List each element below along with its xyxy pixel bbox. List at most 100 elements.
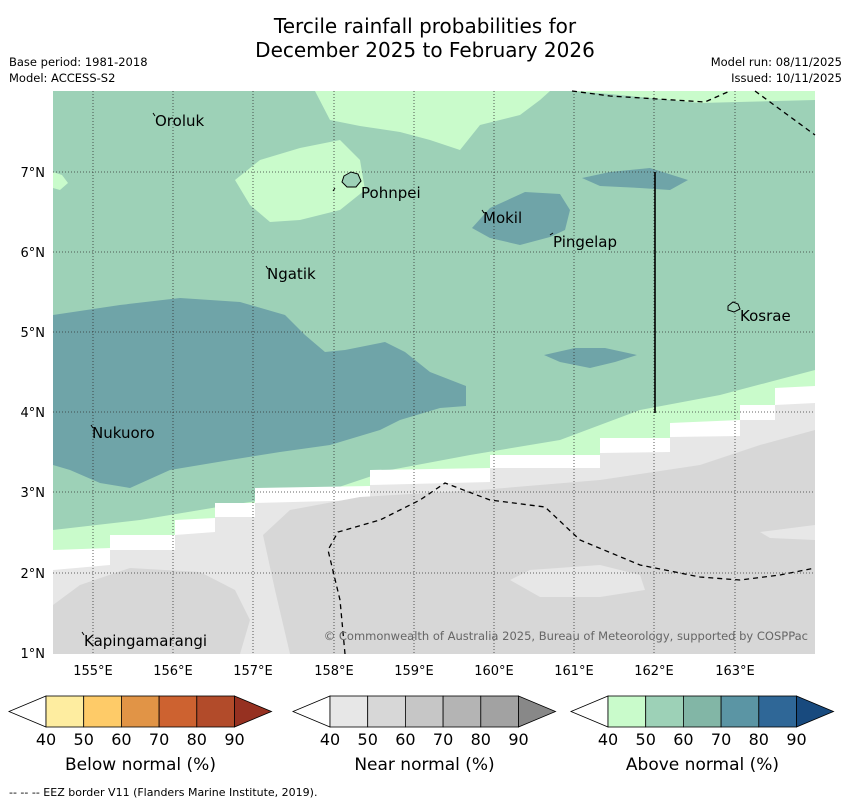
above-colorbar-tick: 70 (711, 730, 731, 749)
near-colorbar-extend-low (291, 695, 331, 728)
lon-label-159e: 159°E (394, 664, 434, 679)
region-above-60-northeast (582, 168, 688, 190)
lat-axis-labels: 7°N 6°N 5°N 4°N 3°N 2°N 1°N (21, 166, 46, 662)
lon-label-158e: 158°E (314, 664, 354, 679)
lon-label-163e: 163°E (715, 664, 755, 679)
pingelap-marker (549, 232, 554, 236)
issued-date: Issued: 10/11/2025 (731, 71, 842, 85)
near-colorbar-tick: 70 (433, 730, 453, 749)
region-above-40-north (315, 91, 550, 150)
map-title: Tercile rainfall probabilities for Decem… (0, 14, 850, 62)
above-colorbar-segment (645, 695, 684, 728)
gridlines (53, 91, 815, 654)
above-colorbar-extend-low (569, 695, 609, 728)
above-colorbar-segment (720, 695, 760, 728)
below-colorbar-tick: 80 (187, 730, 207, 749)
lon-label-160e: 160°E (474, 664, 514, 679)
label-mokil: Mokil (483, 209, 522, 227)
lon-label-155e: 155°E (73, 664, 113, 679)
kapingamarangi-marker (81, 631, 85, 636)
near-colorbar-tick: 40 (320, 730, 340, 749)
below-colorbar-segment (45, 695, 85, 728)
region-above-40-pohnpei (235, 140, 365, 222)
below-colorbar-segment (196, 695, 235, 728)
below-colorbar-tick: 40 (36, 730, 56, 749)
place-labels: Oroluk Pohnpei Mokil Pingelap Ngatik Kos… (84, 112, 791, 650)
model-run: Model run: 08/11/2025 (710, 55, 842, 69)
colorbar-below-label: Below normal (%) (65, 755, 216, 775)
below-colorbar-segment (121, 695, 160, 728)
lat-label-5n: 5°N (21, 326, 46, 341)
region-near-50-south (263, 430, 815, 654)
label-pingelap: Pingelap (553, 233, 617, 251)
region-above-60-west (53, 298, 466, 488)
copyright-text: © Commonwealth of Australia 2025, Bureau… (324, 629, 808, 643)
above-colorbar-segment (683, 695, 722, 728)
kosrae-island (727, 301, 741, 313)
above-colorbar-segment (758, 695, 797, 728)
colorbar-near: 40 50 60 70 80 90 (291, 695, 557, 749)
nukuoro-marker (90, 424, 94, 429)
label-kapingamarangi: Kapingamarangi (84, 632, 207, 650)
below-colorbar-extend-low (7, 695, 47, 728)
near-colorbar-tick: 80 (471, 730, 491, 749)
lon-label-162e: 162°E (634, 664, 674, 679)
near-colorbar-segment (442, 695, 482, 728)
colorbar-below: 40 50 60 70 80 90 (7, 695, 273, 749)
above-colorbar-extend-high (796, 695, 835, 728)
title-line-1: Tercile rainfall probabilities for (273, 14, 577, 38)
lat-label-3n: 3°N (21, 486, 46, 501)
colorbar-near-label: Near normal (%) (354, 755, 495, 775)
meta-left: Base period: 1981-2018 Model: ACCESS-S2 (9, 54, 148, 86)
colorbar-above: 40 50 60 70 80 90 (569, 695, 835, 749)
oroluk-marker (152, 112, 156, 117)
below-colorbar-segment (158, 695, 198, 728)
lat-label-4n: 4°N (21, 406, 46, 421)
near-colorbar-segment (404, 695, 444, 728)
below-colorbar-segment (83, 695, 122, 728)
title-line-2: December 2025 to February 2026 (255, 38, 595, 62)
region-near-40-patch-east (760, 525, 815, 540)
pohnpei-island (341, 171, 362, 188)
near-colorbar-tick: 90 (508, 730, 528, 749)
lon-axis-labels: 155°E 156°E 157°E 158°E 159°E 160°E 161°… (73, 664, 755, 679)
base-period: Base period: 1981-2018 (9, 55, 148, 69)
above-colorbar-tick: 50 (636, 730, 656, 749)
label-oroluk: Oroluk (155, 112, 204, 130)
atoll-markers (81, 112, 554, 636)
lon-label-156e: 156°E (153, 664, 193, 679)
meta-right: Model run: 08/11/2025 Issued: 10/11/2025 (711, 54, 842, 86)
near-colorbar-segment (480, 695, 519, 728)
below-colorbar-tick: 90 (224, 730, 244, 749)
region-above-40-west-edge (53, 172, 68, 190)
region-near-50-southwest (53, 568, 250, 654)
eez-borders (327, 90, 816, 655)
pohnpei-islet (332, 187, 336, 192)
eez-border-north (571, 90, 816, 136)
lon-label-157e: 157°E (233, 664, 273, 679)
above-colorbar-segment (607, 695, 647, 728)
colorbar-above-label: Above normal (%) (625, 755, 780, 775)
below-colorbar-tick: 60 (111, 730, 131, 749)
near-colorbar-tick: 60 (395, 730, 415, 749)
region-above-60-mokil (472, 192, 570, 245)
lat-label-6n: 6°N (21, 246, 46, 261)
footer-note: -- -- -- EEZ border V11 (Flanders Marine… (9, 786, 318, 799)
ngatik-marker (265, 265, 269, 270)
above-colorbar-tick: 80 (749, 730, 769, 749)
mokil-marker (481, 209, 485, 214)
above-colorbar-tick: 60 (673, 730, 693, 749)
above-colorbar-tick: 40 (598, 730, 618, 749)
below-colorbar-tick: 70 (149, 730, 169, 749)
label-nukuoro: Nukuoro (92, 424, 155, 442)
lat-label-2n: 2°N (21, 567, 46, 582)
eez-border-south (327, 482, 816, 655)
region-above-40-northeast (572, 91, 815, 103)
near-colorbar-segment (329, 695, 369, 728)
region-above-60-central (544, 348, 637, 368)
above-colorbar-tick: 90 (786, 730, 806, 749)
near-colorbar-extend-high (518, 695, 557, 728)
label-pohnpei: Pohnpei (361, 184, 421, 202)
map-area (53, 91, 815, 654)
